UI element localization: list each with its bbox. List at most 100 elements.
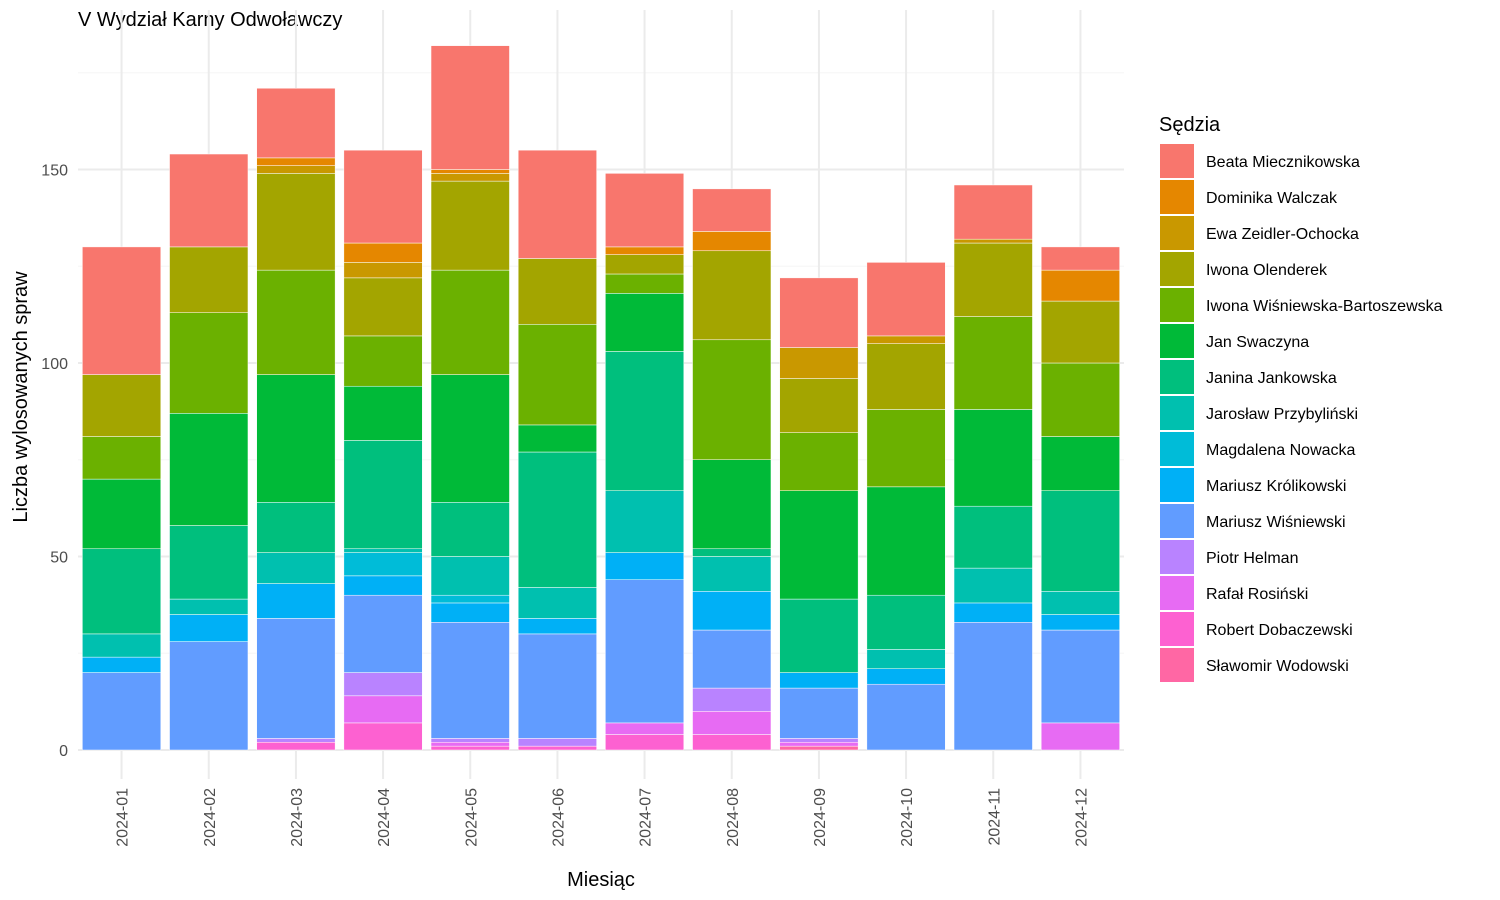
legend-label: Piotr Helman [1206, 550, 1298, 567]
bar-segment [692, 591, 772, 631]
y-axis-ticks: 0 50 100 150 [41, 163, 68, 761]
bar-segment [605, 173, 685, 248]
bar-segment [82, 246, 162, 375]
bar-segment [779, 687, 859, 739]
x-tick-label: 2024-11 [986, 788, 1003, 846]
bar-segment [953, 316, 1033, 410]
x-tick-label: 2024-05 [463, 788, 480, 847]
bar-segment [517, 745, 597, 751]
bar-segment [779, 598, 859, 673]
bar-segment [430, 602, 510, 623]
y-axis-title: Liczba wylosowanych spraw [10, 271, 32, 523]
bar-segment [779, 738, 859, 743]
bar-segment [256, 502, 336, 553]
bar-segment [343, 695, 423, 724]
bar-segment [779, 432, 859, 491]
legend-swatch [1160, 468, 1194, 502]
legend-label: Iwona Wiśniewska-Bartoszewska [1206, 298, 1443, 315]
legend-swatch [1160, 612, 1194, 646]
chart-title: V Wydział Karny Odwoławczy [78, 9, 342, 31]
y-tick-label: 150 [41, 163, 68, 180]
bar-segment [517, 451, 597, 588]
bar-segment [866, 335, 946, 344]
bar-segment [430, 173, 510, 182]
legend-label: Magdalena Nowacka [1206, 442, 1356, 459]
bar-segment [430, 742, 510, 747]
legend-swatch [1160, 648, 1194, 682]
bar-segment [82, 633, 162, 658]
bar-segment [430, 594, 510, 604]
bar-segment [343, 672, 423, 697]
bar-segment [517, 618, 597, 635]
bar-segment [343, 575, 423, 596]
bar-segment [953, 238, 1033, 244]
bar-segment [343, 722, 423, 751]
x-tick-label: 2024-02 [202, 788, 219, 847]
bar-segment [256, 552, 336, 584]
bar-segment [779, 672, 859, 689]
bar-segment [779, 277, 859, 348]
x-tick-label: 2024-09 [812, 788, 829, 847]
bar-segment [1040, 300, 1120, 364]
bar-segment [605, 722, 685, 735]
y-tick-label: 0 [59, 743, 68, 760]
bar-segment [517, 738, 597, 747]
bar-segment [1040, 246, 1120, 271]
bar-segment [82, 478, 162, 550]
bar-segment [692, 734, 772, 751]
legend-label: Rafał Rosiński [1206, 586, 1308, 603]
bar-segment [605, 246, 685, 255]
legend-label: Sławomir Wodowski [1206, 658, 1349, 675]
x-tick-label: 2024-12 [1073, 788, 1090, 847]
bar-segment [343, 385, 423, 441]
bar-segment [866, 486, 946, 596]
legend: Sędzia Beata Miecznikowska Dominika Walcz… [1159, 114, 1443, 682]
bar-segment [169, 525, 249, 600]
bar-segment [692, 711, 772, 735]
bar-segment [343, 440, 423, 550]
bar-segment [430, 169, 510, 174]
legend-label: Robert Dobaczewski [1206, 622, 1353, 639]
bar-segment [169, 614, 249, 642]
bar-segment [1040, 722, 1120, 751]
x-axis-title: Miesiąc [567, 869, 635, 891]
bar-segment [169, 641, 249, 751]
bar-segment [517, 149, 597, 259]
legend-swatch [1160, 288, 1194, 322]
bar-segment [169, 413, 249, 526]
bar-segment [256, 618, 336, 739]
bar-segment [605, 579, 685, 724]
legend-swatch [1160, 540, 1194, 574]
x-tick-label: 2024-07 [638, 788, 655, 847]
bar-segment [1040, 629, 1120, 724]
x-axis-ticks: 2024-01 2024-02 2024-03 2024-04 2024-05 2024-… [115, 788, 1091, 847]
bar-segment [1040, 362, 1120, 437]
bar-segment [779, 378, 859, 433]
bar-segment [343, 262, 423, 279]
bar-segment [953, 602, 1033, 623]
bar-segment [605, 734, 685, 751]
bar-segment [256, 173, 336, 271]
bar-segment [866, 262, 946, 337]
bar-segment [692, 687, 772, 712]
bar-segment [343, 277, 423, 337]
bar-segment [169, 153, 249, 248]
bar-segment [517, 633, 597, 739]
x-tick-label: 2024-08 [725, 788, 742, 847]
bar-segment [430, 374, 510, 503]
legend-label: Beata Miecznikowska [1206, 154, 1360, 171]
x-tick-label: 2024-06 [550, 788, 567, 847]
bar-segment [953, 242, 1033, 317]
legend-swatch [1160, 216, 1194, 250]
bar-segment [692, 459, 772, 550]
bar-segment [82, 548, 162, 635]
legend-swatch [1160, 396, 1194, 430]
bar-segment [82, 672, 162, 751]
bar-segment [169, 312, 249, 414]
bar-segment [343, 335, 423, 387]
legend-swatch [1160, 576, 1194, 610]
bar-segment [517, 258, 597, 325]
bar-segment [430, 738, 510, 743]
bar-segment [779, 347, 859, 379]
